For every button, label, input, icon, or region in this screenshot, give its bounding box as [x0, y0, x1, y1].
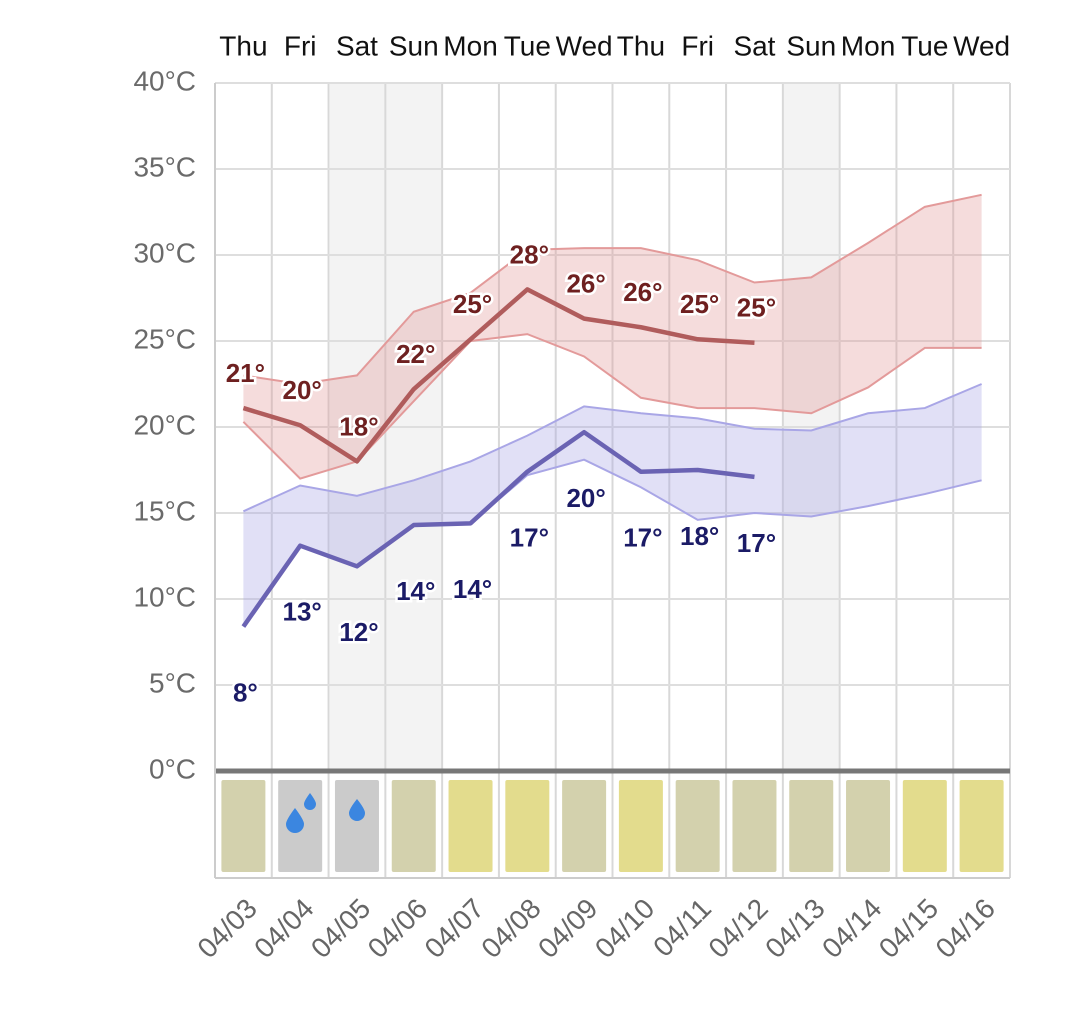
- data-label: 25°: [680, 289, 719, 319]
- y-tick-label: 40°C: [133, 65, 196, 96]
- data-label: 14°: [396, 576, 435, 606]
- weather-tile: [221, 780, 266, 872]
- data-label: 25°: [737, 293, 776, 323]
- x-tick-label: 04/14: [816, 893, 887, 964]
- y-tick-label: 20°C: [133, 409, 196, 440]
- data-label: 20°: [566, 483, 605, 513]
- data-label: 14°: [453, 574, 492, 604]
- data-label: 17°: [737, 528, 776, 558]
- data-label: 8°: [233, 677, 258, 707]
- x-tick-label: 04/13: [759, 893, 830, 964]
- temperature-line: [241, 429, 755, 628]
- weekday-label: Wed: [953, 30, 1010, 61]
- rain-drop: [349, 799, 365, 821]
- range-band: [243, 384, 982, 627]
- x-tick-label: 04/04: [248, 893, 319, 964]
- x-tick-label: 04/05: [305, 893, 376, 964]
- data-label: 22°: [396, 339, 435, 369]
- y-tick-label: 25°C: [133, 323, 196, 354]
- data-label: 25°: [453, 289, 492, 319]
- weather-tile: [562, 780, 607, 872]
- weather-tile: [732, 780, 777, 872]
- y-tick-label: 0°C: [149, 753, 196, 784]
- data-label: 21°: [226, 358, 265, 388]
- weekday-label: Mon: [443, 30, 497, 61]
- weather-tile: [618, 780, 663, 872]
- x-tick-label: 04/07: [419, 893, 490, 964]
- x-tick-label: 04/09: [532, 893, 603, 964]
- weather-tile: [675, 780, 720, 872]
- data-label: 28°: [510, 239, 549, 269]
- y-tick-label: 5°C: [149, 667, 196, 698]
- weather-tile: [789, 780, 834, 872]
- y-tick-label: 30°C: [133, 237, 196, 268]
- range-high: [242, 383, 982, 513]
- weekday-label: Sun: [786, 30, 836, 61]
- x-tick-label: 04/12: [702, 893, 773, 964]
- x-tick-label: 04/10: [589, 893, 660, 964]
- range-high: [243, 193, 982, 386]
- weekday-label: Sat: [336, 30, 378, 61]
- weather-tile: [902, 780, 947, 872]
- x-tick-label: 04/03: [191, 893, 262, 964]
- weather-tile: [334, 780, 379, 872]
- y-tick-label: 35°C: [133, 151, 196, 182]
- weekday-label: Tue: [901, 30, 948, 61]
- x-tick-label: 04/11: [647, 893, 717, 963]
- data-label: 17°: [623, 523, 662, 553]
- temperature-line: [242, 287, 755, 464]
- data-label: 20°: [283, 375, 322, 405]
- weekday-label: Fri: [284, 30, 317, 61]
- data-label: 18°: [680, 521, 719, 551]
- range-band: [243, 194, 982, 479]
- weather-tile: [959, 780, 1004, 872]
- data-label: 26°: [566, 269, 605, 299]
- rain-drop: [286, 808, 304, 833]
- weekday-label: Wed: [556, 30, 613, 61]
- x-tick-label: 04/15: [873, 893, 944, 964]
- weather-tile: [846, 780, 891, 872]
- data-label: 17°: [510, 523, 549, 553]
- weather-tile: [448, 780, 493, 872]
- rain-drop: [304, 793, 316, 810]
- rain-icons: [286, 793, 365, 833]
- data-label: 12°: [339, 617, 378, 647]
- weather-tile: [391, 780, 436, 872]
- weekday-label: Sun: [389, 30, 439, 61]
- weekday-label: Mon: [841, 30, 895, 61]
- y-tick-label: 10°C: [133, 581, 196, 612]
- data-label: 18°: [339, 411, 378, 441]
- weather-tile: [505, 780, 550, 872]
- weekday-label: Thu: [617, 30, 665, 61]
- x-tick-label: 04/08: [475, 893, 546, 964]
- weekday-label: Fri: [681, 30, 714, 61]
- data-label: 13°: [283, 597, 322, 627]
- x-tick-label: 04/06: [362, 893, 433, 964]
- weekday-label: Thu: [219, 30, 267, 61]
- data-label: 26°: [623, 277, 662, 307]
- weekday-label: Sat: [733, 30, 775, 61]
- x-tick-label: 04/16: [930, 893, 1001, 964]
- weekday-label: Tue: [504, 30, 551, 61]
- y-tick-label: 15°C: [133, 495, 196, 526]
